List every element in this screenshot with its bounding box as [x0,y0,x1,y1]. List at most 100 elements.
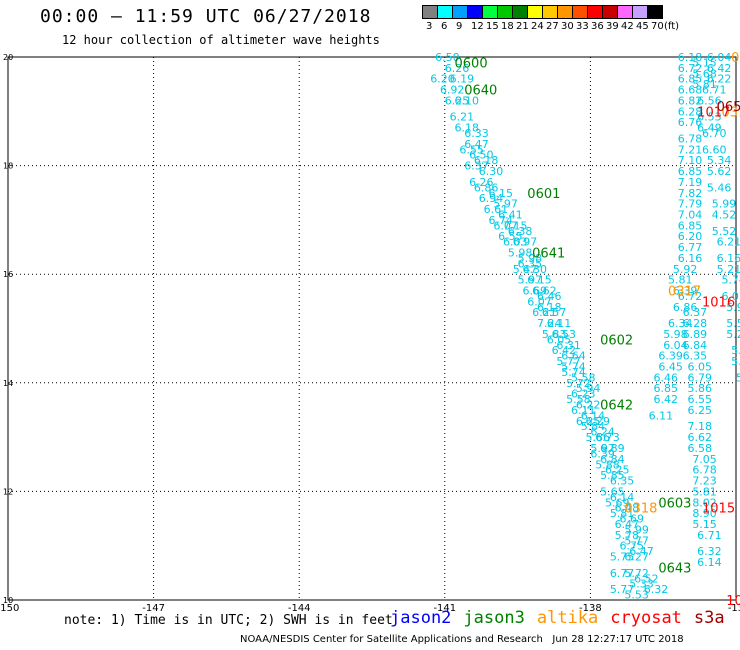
swh-value: 6.86 [673,301,698,314]
swh-value: 6.73 [595,431,620,444]
swh-value: 6.25 [445,94,470,107]
swh-value: 6.85 [678,165,703,178]
scale-label: 36 [591,21,604,32]
swh-value: 5.69 [605,496,630,509]
swh-value: 6.20 [678,230,703,243]
swh-value: 5.46 [707,181,732,194]
track-time-cryosat: 1017 [697,105,730,120]
swh-value: 6.18 [678,51,703,64]
swh-value: 6.04 [707,51,732,64]
scale-label: 30 [561,21,574,32]
track-time-cryosat: 1015 [702,502,735,517]
swh-value: 6.49 [697,122,722,135]
swh-value: 5.59 [726,317,740,330]
x-tick-label: -147 [142,603,165,614]
swh-value: 6.62 [687,431,712,444]
scale-label: 33 [576,21,589,32]
swh-value: 6.85 [678,219,703,232]
swh-value: 5.77 [610,583,635,596]
swh-value: 6.30 [522,263,547,276]
swh-value: 6.47 [615,518,640,531]
color-scale-swatches [422,5,663,19]
swh-value: 6.53 [697,111,722,124]
swh-value: 6.05 [687,361,712,374]
swh-value: 6.34 [668,317,693,330]
swh-value: 5.15 [692,518,717,531]
swh-value: 5.98 [518,252,543,265]
swh-value: 6.92 [440,84,465,97]
swh-value: 4.52 [712,208,737,221]
swh-value: 6.16 [717,252,740,265]
swh-value: 5.84 [581,420,606,433]
page-title: 00:00 – 11:59 UTC 06/27/2018 [40,6,372,27]
track-time-cryosat: 1016 [702,295,735,310]
swh-value: 5.97 [493,198,518,211]
swh-value: 8.90 [692,507,717,520]
y-tick-label: 20 [3,53,13,62]
page-subtitle: 12 hour collection of altimeter wave hei… [62,33,380,47]
swh-value: 6.28 [678,105,703,118]
swh-value: 6.89 [600,442,625,455]
swh-value: 6.70 [702,127,727,140]
swh-value: 6.75 [620,540,645,553]
swh-value: 6.07 [493,219,518,232]
swh-value: 6.33 [464,127,489,140]
swh-value: 5.0 [731,355,740,368]
swh-value: 5.81 [692,78,717,91]
track-time-jason3: 0602 [600,333,633,348]
swh-value: 6.16 [678,252,703,265]
swh-value: 6.53 [552,328,577,341]
swh-value: 6.31 [556,339,581,352]
swh-value: 6.19 [450,73,475,86]
swh-value: 6.47 [464,138,489,151]
scale-label: 42 [621,21,634,32]
swh-value: 6.39 [658,350,683,363]
swh-value: 7.24 [537,317,562,330]
swh-value: 5.75 [610,551,635,564]
swh-value: 5.72 [624,567,649,580]
scale-label: 12 [471,21,484,32]
swh-value: 6.29 [586,415,611,428]
swh-value: 6.42 [707,62,732,75]
swh-value: 5.53 [624,589,649,602]
swh-value: 6.24 [590,426,615,439]
swh-value: 5.83 [542,328,567,341]
swh-value: 5.99 [712,198,737,211]
scale-label: 27 [546,21,559,32]
swh-value: 6.22 [707,73,732,86]
legend-s3a: s3a [693,608,725,628]
swh-value: 5.74 [721,274,740,287]
swh-value: 5.77 [624,534,649,547]
swh-value: 6.07 [721,290,740,303]
swh-value: 6.41 [498,208,522,221]
swh-value: 5.52 [712,225,737,238]
swh-value: 6.50 [469,149,494,162]
swh-value: 7.79 [678,198,703,211]
swh-value: 6.85 [653,382,678,395]
swh-value: 5.88 [595,458,620,471]
swh-value: 6.15 [488,187,512,200]
swh-value: 6.64 [561,350,586,363]
swh-value: 6.32 [697,545,722,558]
y-tick-label: 14 [3,379,13,388]
swh-value: 6.46 [653,371,678,384]
scale-label: 9 [456,21,463,32]
track-time-altika: 0317 [668,284,701,299]
track-time-jason3: 0600 [455,56,488,71]
swh-value: 6.21 [450,111,475,124]
swh-value: 6.72 [678,290,703,303]
swh-value: 6.71 [697,529,722,542]
swh-value: 5.65 [600,485,625,498]
swh-value: 6.82 [678,94,703,107]
swh-value: 8.02 [692,496,717,509]
swh-value: 6.69 [620,513,645,526]
swh-value: 5.86 [687,382,712,395]
swh-value: 6.58 [687,442,712,455]
swh-value: 6.10 [455,94,480,107]
scale-label: 21 [516,21,529,32]
swh-value: 6.50 [435,51,460,64]
swh-value: 6.26 [469,176,494,189]
swh-value: 5.85 [600,469,625,482]
scale-label: 24 [531,21,544,32]
swh-value: 6.14 [697,556,722,569]
